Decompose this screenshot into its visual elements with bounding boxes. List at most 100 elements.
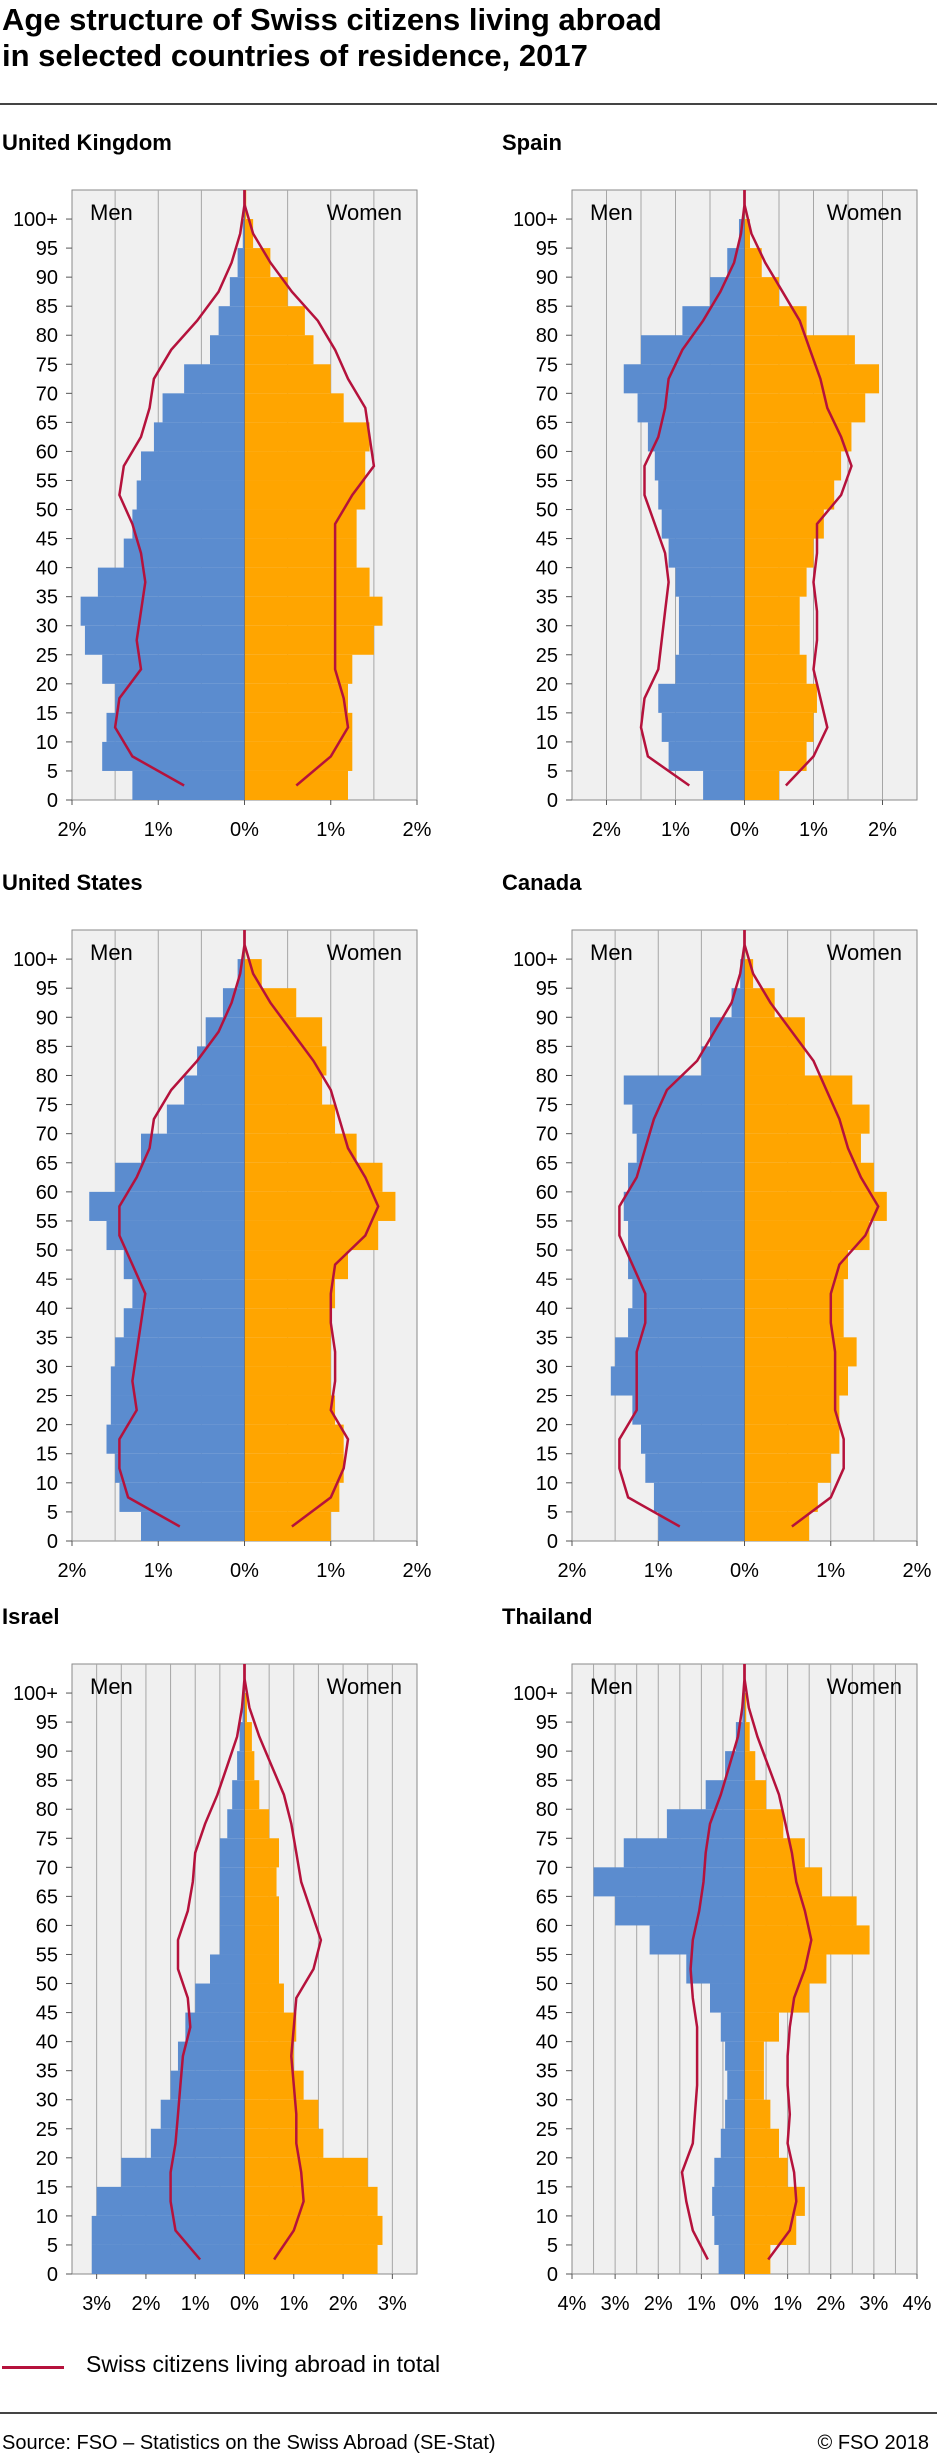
canada-men-bar-age-55 <box>623 1191 745 1221</box>
united-kingdom-ytick-label-40: 40 <box>36 558 58 580</box>
thailand-women-bar-age-45 <box>744 1983 810 2013</box>
canada-ytick-label-0: 0 <box>547 1531 558 1553</box>
canada-women-bar-age-5 <box>744 1482 818 1512</box>
canada-ytick-label-85: 85 <box>536 1036 558 1058</box>
canada-women-bar-age-70 <box>744 1104 870 1134</box>
canada-women-bar-age-45 <box>744 1250 848 1280</box>
israel-men-bar-age-85 <box>237 1751 245 1781</box>
israel-women-bar-age-70 <box>244 1838 279 1868</box>
spain-xtick-label: 2% <box>868 819 897 841</box>
united-states-women-bar-age-70 <box>244 1104 336 1134</box>
spain-women-bar-age-20 <box>744 654 807 684</box>
spain-men-bar-age-75 <box>641 335 745 365</box>
israel-women-bar-age-25 <box>244 2099 319 2129</box>
israel-ytick-label-70: 70 <box>36 1857 58 1879</box>
israel-xtick-label: 1% <box>279 2293 308 2315</box>
thailand-women-bar-age-30 <box>744 2070 764 2100</box>
united-states-xtick-label: 1% <box>144 1560 173 1582</box>
israel-ytick-label-90: 90 <box>36 1741 58 1763</box>
united-states-men-bar-age-50 <box>106 1220 245 1251</box>
united-kingdom-women-label: Women <box>327 200 402 225</box>
thailand-ytick-label-0: 0 <box>547 2264 558 2286</box>
united-states-ytick-label-45: 45 <box>36 1269 58 1291</box>
spain-men-bar-age-5 <box>668 741 745 771</box>
israel-women-bar-age-55 <box>244 1925 279 1955</box>
israel-xtick-label: 1% <box>181 2293 210 2315</box>
thailand-women-bar-age-90 <box>744 1722 750 1752</box>
spain-men-bar-age-65 <box>637 393 745 423</box>
thailand-total-line-men <box>680 1664 746 2261</box>
united-states-women-bar-age-55 <box>244 1191 396 1221</box>
thailand-ytick-label-25: 25 <box>536 2119 558 2141</box>
united-states-xtick-label: 2% <box>403 1560 432 1582</box>
canada-men-bar-age-80 <box>701 1046 745 1076</box>
canada-women-bar-age-25 <box>744 1366 848 1396</box>
spain-ytick-label-65: 65 <box>536 412 558 434</box>
spain-women-bar-age-70 <box>744 364 880 394</box>
spain-total-line-women <box>743 190 853 787</box>
spain-ytick-label-60: 60 <box>536 441 558 463</box>
israel-total-line-women <box>243 1664 323 2261</box>
thailand-men-bar-age-10 <box>712 2186 745 2216</box>
thailand-panel-title: Thailand <box>502 1604 592 1629</box>
spain-ytick-label-55: 55 <box>536 470 558 492</box>
united-kingdom-men-bar-age-5 <box>102 741 245 771</box>
spain-men-label: Men <box>590 200 633 225</box>
thailand-ytick-label-30: 30 <box>536 2090 558 2112</box>
israel-women-bar-age-90 <box>244 1722 252 1752</box>
israel-ytick-label-55: 55 <box>36 1944 58 1966</box>
thailand-men-bar-age-55 <box>649 1925 745 1955</box>
thailand-women-bar-age-85 <box>744 1751 756 1781</box>
canada-xtick-label: 2% <box>903 1560 932 1582</box>
united-kingdom-women-bar-age-30 <box>244 596 383 626</box>
united-kingdom-men-bar-age-65 <box>162 393 245 423</box>
united-kingdom-xtick-label: 2% <box>403 819 432 841</box>
spain-ytick-label-70: 70 <box>536 383 558 405</box>
canada-men-bar-age-0 <box>658 1511 745 1541</box>
chart-title: Age structure of Swiss citizens living a… <box>2 2 902 74</box>
israel-women-bar-age-65 <box>244 1867 277 1897</box>
canada-ytick-label-15: 15 <box>536 1444 558 1466</box>
israel-ytick-label-10: 10 <box>36 2206 58 2228</box>
spain-women-bar-age-75 <box>744 335 855 365</box>
united-states-ytick-label-85: 85 <box>36 1036 58 1058</box>
united-kingdom-men-bar-age-80 <box>218 306 245 336</box>
spain-ytick-label-15: 15 <box>536 703 558 725</box>
spain-ytick-label-85: 85 <box>536 296 558 318</box>
canada-women-bar-age-65 <box>744 1133 861 1163</box>
canada-xtick-label: 2% <box>558 1560 587 1582</box>
united-states-xtick-label: 1% <box>316 1560 345 1582</box>
united-kingdom-ytick-label-45: 45 <box>36 529 58 551</box>
united-states-women-bar-age-25 <box>244 1366 331 1396</box>
thailand-xtick-label: 1% <box>773 2293 802 2315</box>
thailand-ytick-label-15: 15 <box>536 2177 558 2199</box>
israel-women-bar-age-10 <box>244 2186 378 2216</box>
israel-men-bar-age-5 <box>91 2215 245 2245</box>
united-kingdom-xtick-label: 1% <box>316 819 345 841</box>
united-states-women-bar-age-40 <box>244 1279 336 1309</box>
thailand-women-bar-age-35 <box>744 2041 764 2071</box>
united-states-men-bar-age-60 <box>115 1162 245 1192</box>
united-kingdom-xtick-label: 0% <box>230 819 259 841</box>
united-kingdom-xtick-label: 1% <box>144 819 173 841</box>
united-states-ytick-label-20: 20 <box>36 1415 58 1437</box>
israel-women-bar-age-15 <box>244 2157 368 2187</box>
canada-men-bar-age-60 <box>628 1162 745 1192</box>
spain-men-bar-age-35 <box>675 567 745 597</box>
united-kingdom-women-bar-age-90 <box>244 248 271 278</box>
israel-ytick-label-85: 85 <box>36 1770 58 1792</box>
spain-men-bar-age-15 <box>658 683 745 713</box>
spain-xtick-label: 0% <box>730 819 759 841</box>
united-states-women-bar-age-5 <box>244 1482 340 1512</box>
united-kingdom-women-bar-age-60 <box>244 422 370 452</box>
spain-ytick-label-80: 80 <box>536 325 558 347</box>
united-states-ytick-label-30: 30 <box>36 1356 58 1378</box>
spain-total-line-men <box>639 190 746 787</box>
israel-men-bar-age-65 <box>219 1867 245 1897</box>
canada-women-bar-age-40 <box>744 1279 844 1309</box>
thailand-ytick-label-95: 95 <box>536 1712 558 1734</box>
spain-women-bar-age-65 <box>744 393 866 423</box>
spain-men-bar-age-10 <box>661 712 745 742</box>
united-kingdom-ytick-label-95: 95 <box>36 238 58 260</box>
thailand-xtick-label: 0% <box>730 2293 759 2315</box>
